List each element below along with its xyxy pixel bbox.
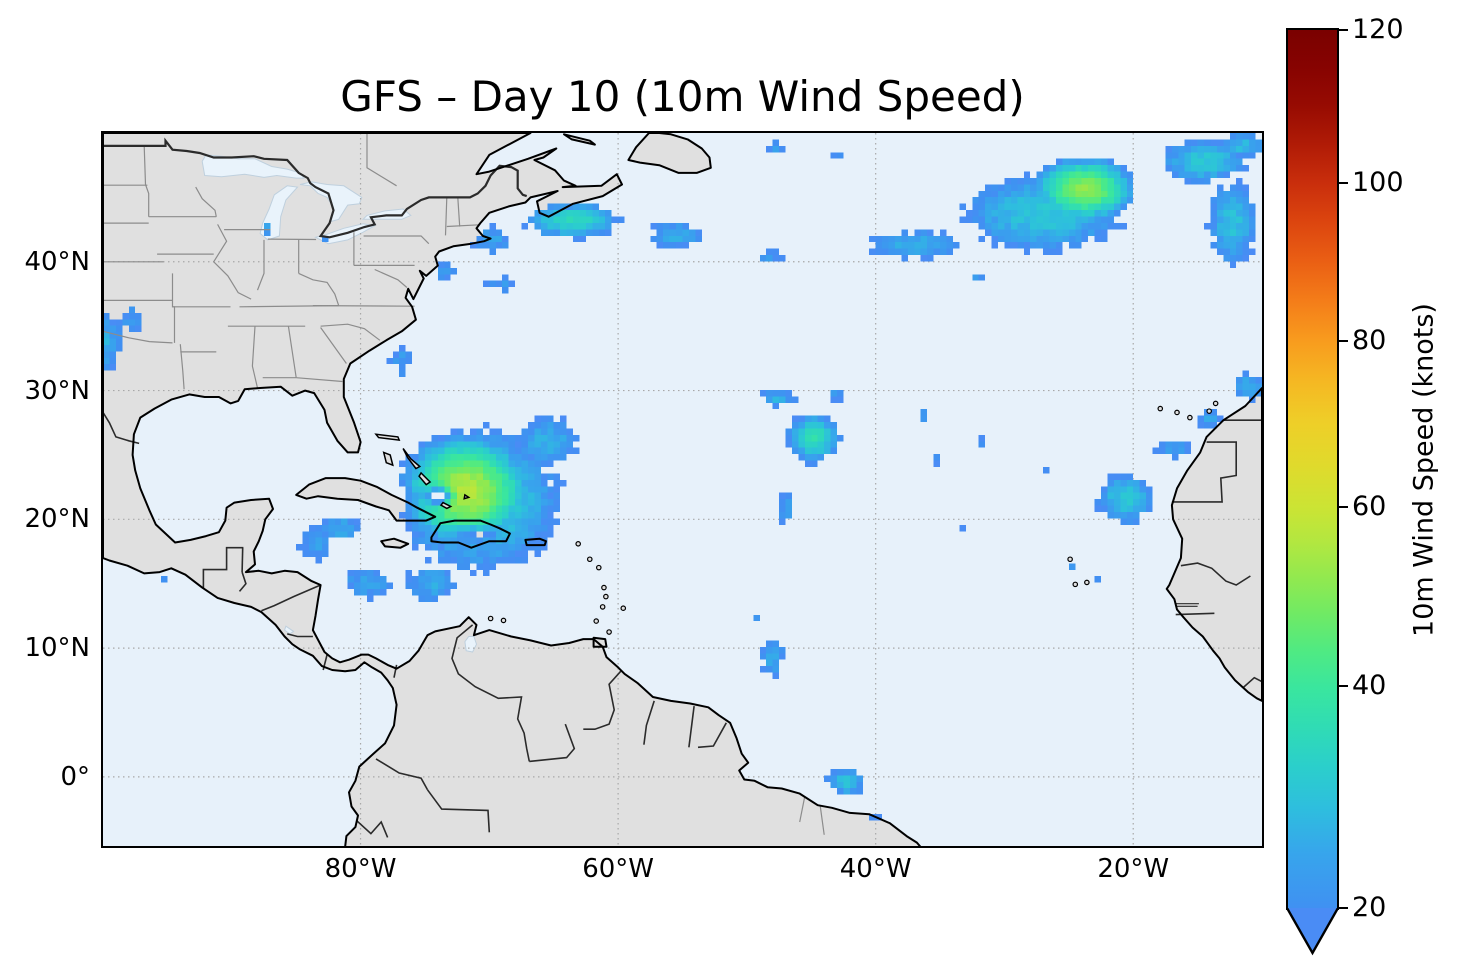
wind-speed-raster [103, 133, 1262, 846]
coastline-borders-layer [103, 133, 1262, 846]
colorbar-tick-mark [1339, 339, 1348, 342]
map-plot-area [101, 131, 1264, 848]
y-tick-label: 30°N [24, 375, 90, 406]
colorbar-tick-mark [1339, 29, 1348, 31]
colorbar-label: 10m Wind Speed (knots) [1408, 303, 1440, 637]
y-tick-label: 0° [60, 761, 90, 792]
colorbar-extend-arrow [1286, 908, 1339, 956]
colorbar-tick-label: 120 [1352, 14, 1404, 45]
colorbar-tick-label: 80 [1352, 324, 1387, 356]
y-tick-label: 40°N [24, 246, 90, 277]
x-tick-label: 60°W [582, 854, 654, 884]
colorbar-tick-label: 60 [1352, 490, 1387, 522]
colorbar-tick-label: 20 [1352, 892, 1387, 923]
x-tick-label: 80°W [324, 854, 397, 884]
colorbar-tick-mark [1339, 181, 1348, 184]
x-tick-label: 20°W [1097, 854, 1170, 884]
colorbar-tick-mark [1339, 685, 1348, 688]
y-tick-label: 10°N [24, 633, 90, 664]
colorbar-tick-mark [1339, 907, 1348, 909]
x-tick-label: 40°W [839, 854, 912, 884]
page-title: GFS – Day 10 (10m Wind Speed) [340, 72, 1025, 121]
colorbar-tick-label: 100 [1352, 166, 1404, 198]
colorbar-tick-label: 40 [1352, 670, 1387, 702]
colorbar [1286, 28, 1339, 910]
y-tick-label: 20°N [24, 504, 90, 535]
colorbar-tick-mark [1339, 505, 1348, 508]
